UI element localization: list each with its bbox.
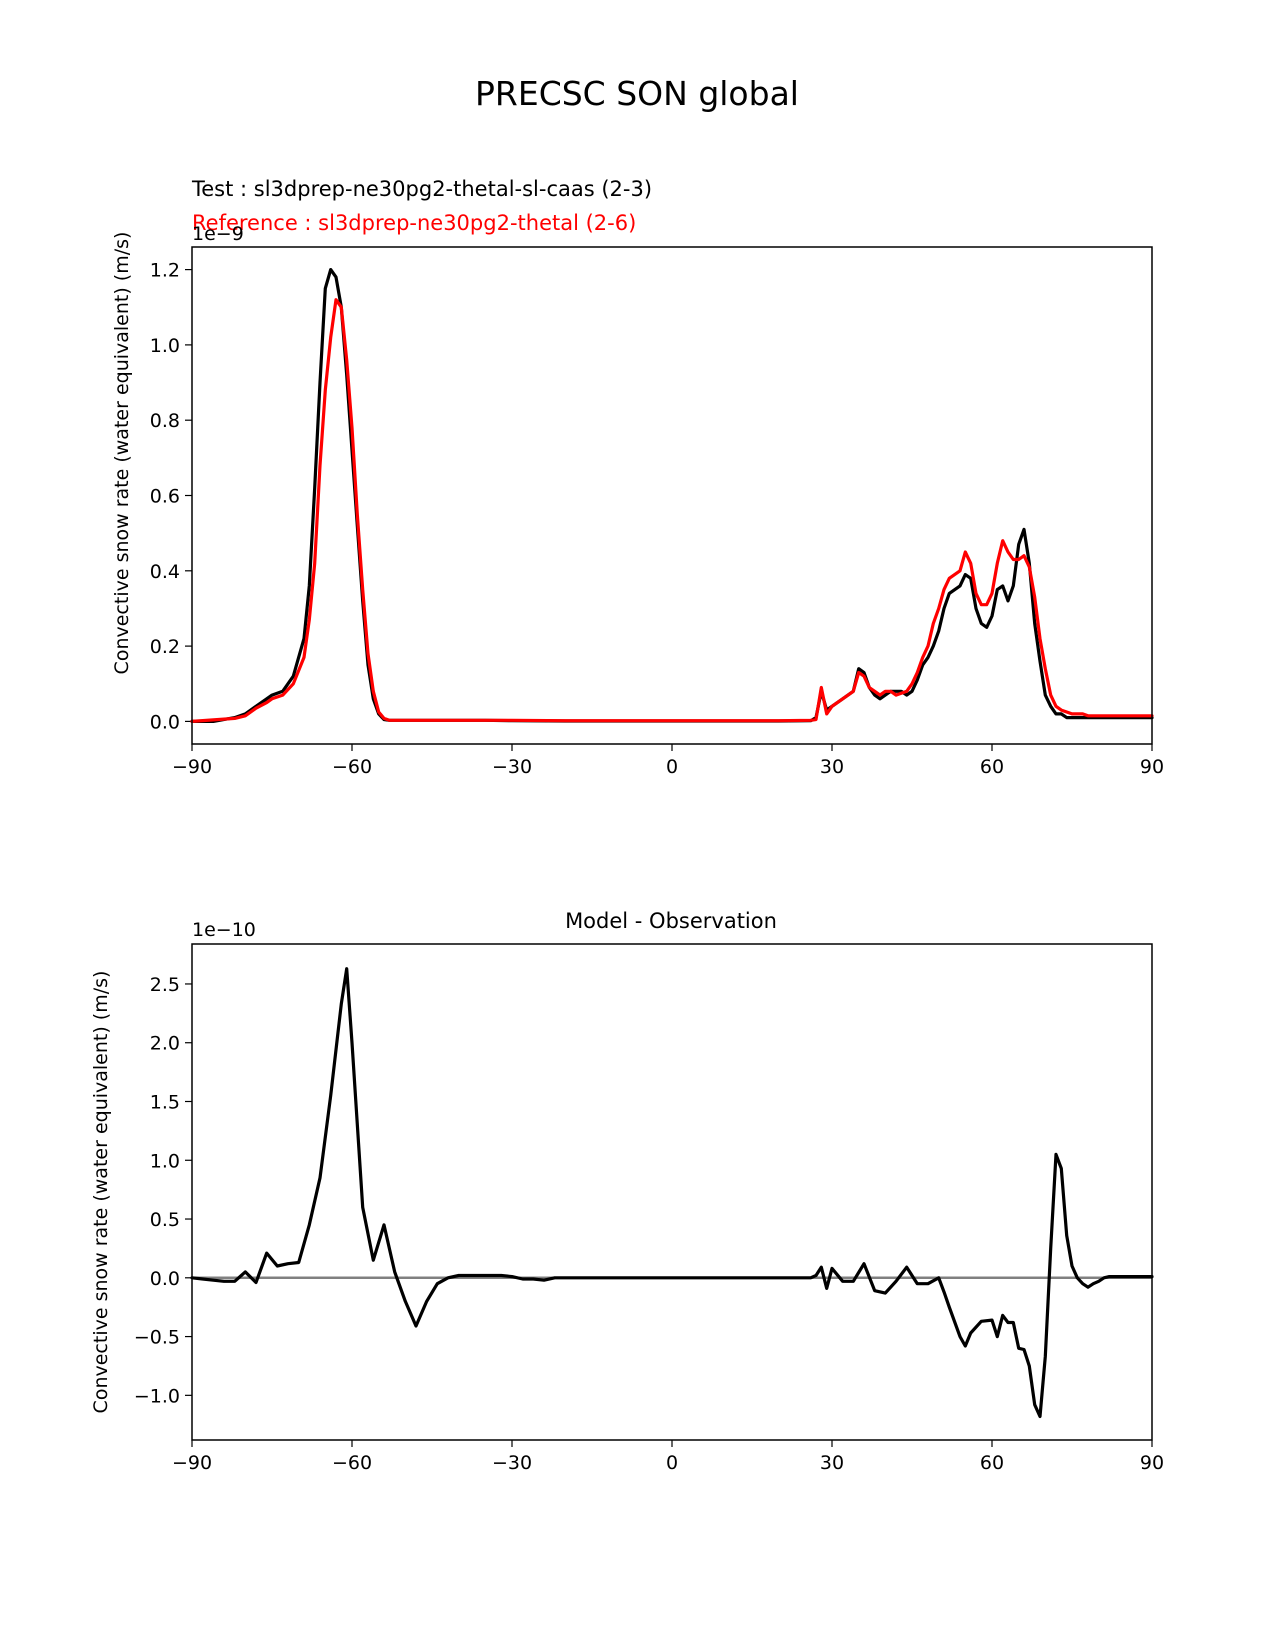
top-y-tick-label: 1.2 [150, 260, 180, 282]
top-x-tick-label: −90 [172, 756, 212, 778]
top-y-tick-label: 1.0 [150, 335, 180, 357]
bottom-y-tick-label: −1.0 [134, 1385, 180, 1407]
top-series-lines [190, 268, 1154, 724]
bottom-series-lines [190, 967, 1154, 1419]
top-y-tick-label: 0.2 [150, 636, 180, 658]
top-x-tick-label: −60 [332, 756, 372, 778]
bottom-y-tick-label: −0.5 [134, 1327, 180, 1349]
bottom-offset-text: 1e−10 [192, 919, 256, 941]
bottom-x-tick-label: −90 [172, 1452, 212, 1474]
bottom-y-tick-label: 0.5 [150, 1209, 180, 1231]
bottom-y-axis-label: Convective snow rate (water equivalent) … [90, 971, 112, 1414]
bottom-series-line-0 [190, 967, 1154, 1419]
figure-title: PRECSC SON global [475, 74, 799, 113]
top-y-tick-label: 0.8 [150, 410, 180, 432]
top-offset-text: 1e−9 [192, 223, 244, 245]
bottom-chart-panel: Model - Observation 1e−10 Convective sno… [90, 909, 1164, 1474]
bottom-y-tick-label: 2.5 [150, 974, 180, 996]
reference-label: Reference : sl3dprep-ne30pg2-thetal (2-6… [192, 211, 636, 235]
top-y-tick-label: 0.4 [150, 561, 180, 583]
top-y-tick-label: 0.6 [150, 486, 180, 508]
bottom-x-tick-label: −30 [492, 1452, 532, 1474]
top-series-line-1 [190, 298, 1154, 724]
bottom-x-tick-label: −60 [332, 1452, 372, 1474]
bottom-y-tick-label: 1.5 [150, 1091, 180, 1113]
test-label: Test : sl3dprep-ne30pg2-thetal-sl-caas (… [191, 177, 652, 201]
bottom-y-tick-label: 0.0 [150, 1268, 180, 1290]
top-ticks: −90 −60 −30 0 30 60 90 0.0 0.2 0.4 0.6 0.8 1.0 1.2 [150, 260, 1164, 778]
top-x-tick-label: 0 [666, 756, 678, 778]
top-chart-panel: Test : sl3dprep-ne30pg2-thetal-sl-caas (… [111, 177, 1164, 778]
top-x-tick-label: 60 [980, 756, 1004, 778]
top-x-tick-label: −30 [492, 756, 532, 778]
top-plot-frame [191, 246, 1153, 745]
bottom-y-tick-label: 1.0 [150, 1150, 180, 1172]
top-x-tick-label: 90 [1140, 756, 1164, 778]
top-y-axis-label: Convective snow rate (water equivalent) … [111, 232, 133, 675]
bottom-ticks: −90 −60 −30 0 30 60 90 −1.0 −0.5 0.0 0.5 1.0 1.5 2.0 2… [134, 974, 1164, 1474]
bottom-title: Model - Observation [565, 909, 777, 933]
top-x-tick-label: 30 [820, 756, 844, 778]
bottom-x-tick-label: 0 [666, 1452, 678, 1474]
bottom-x-tick-label: 30 [820, 1452, 844, 1474]
bottom-x-tick-label: 60 [980, 1452, 1004, 1474]
bottom-x-tick-label: 90 [1140, 1452, 1164, 1474]
bottom-plot-frame [191, 943, 1153, 1441]
top-y-tick-label: 0.0 [150, 711, 180, 733]
bottom-y-tick-label: 2.0 [150, 1033, 180, 1055]
